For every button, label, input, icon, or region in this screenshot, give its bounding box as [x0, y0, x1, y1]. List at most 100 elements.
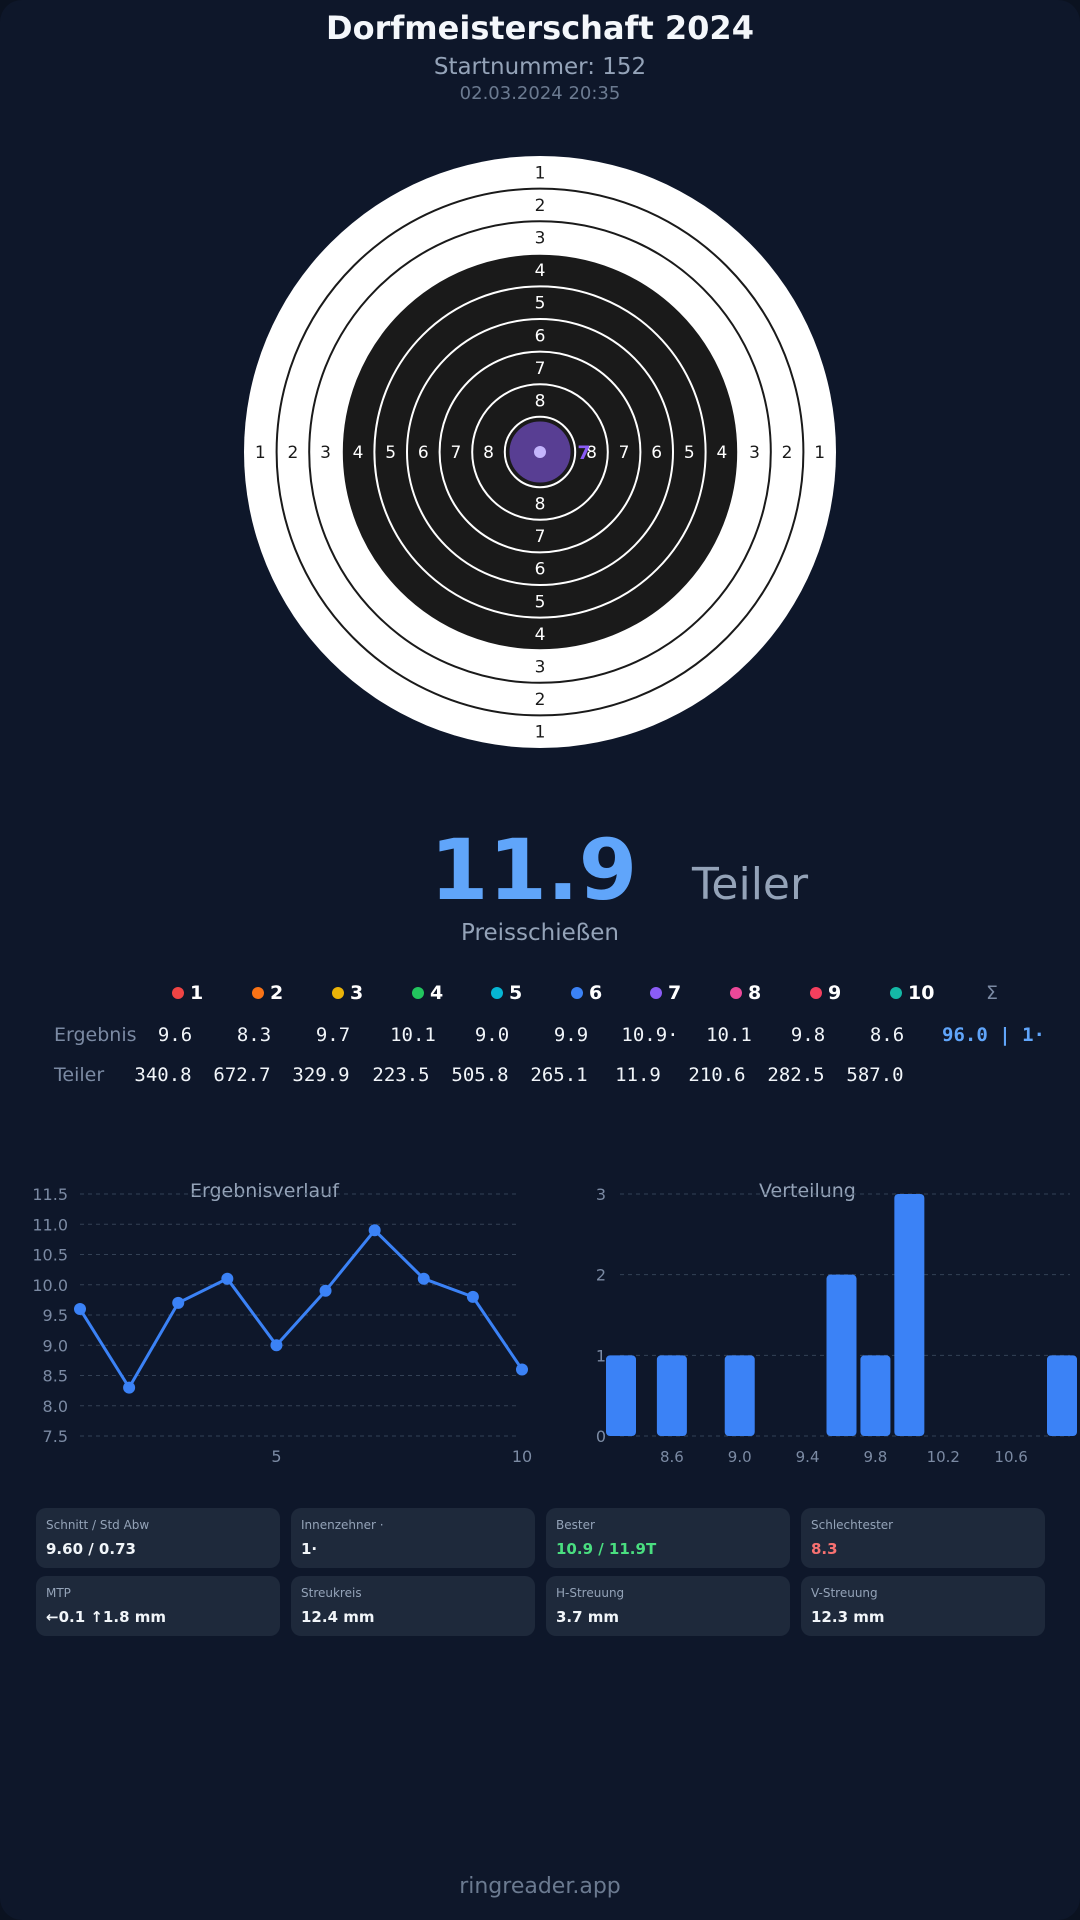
- target-ring: [503, 415, 577, 489]
- ring-label: 6: [651, 443, 662, 463]
- shot-number: 4: [430, 982, 444, 1004]
- ring-label: 3: [320, 443, 331, 463]
- y-tick-label: 11.0: [32, 1215, 68, 1234]
- stat-value: 10.9 / 11.9T: [556, 1540, 657, 1558]
- y-tick-label: 10.0: [32, 1276, 68, 1295]
- score-unit: Teiler: [692, 859, 809, 910]
- ring-label: 6: [535, 326, 546, 346]
- data-point: [417, 1272, 430, 1285]
- y-tick-label: 8.0: [43, 1397, 68, 1416]
- data-point: [221, 1272, 234, 1285]
- shot-teiler: 505.8: [451, 1064, 509, 1086]
- shot-number: 3: [350, 982, 364, 1004]
- shot-number: 2: [270, 982, 284, 1004]
- x-tick-label: 10.6: [994, 1448, 1027, 1466]
- stat-value: 1·: [301, 1540, 318, 1558]
- line-chart-svg: 7.5 8.0 8.5 9.0 9.5 10.0 10.5 11.0 11.5 5 10: [32, 1185, 532, 1466]
- y-tick-label: 3: [596, 1185, 606, 1204]
- ring-label: 4: [353, 443, 364, 463]
- ring-label: 7: [535, 359, 546, 379]
- shot-result: 9.9: [553, 1024, 589, 1046]
- timestamp: 02.03.2024 20:35: [459, 83, 621, 104]
- stat-card: V-Streuung 12.3 mm: [801, 1576, 1045, 1636]
- stat-label: Innenzehner ·: [301, 1518, 384, 1532]
- shot-teiler: 11.9: [615, 1064, 661, 1086]
- start-number: Startnummer: 152: [433, 54, 647, 80]
- row-label-teiler: Teiler: [54, 1064, 105, 1086]
- ring-label: 4: [716, 443, 727, 463]
- shot-number: 9: [828, 982, 842, 1004]
- footer-brand: ringreader.app: [459, 1874, 621, 1899]
- stat-card: Schlechtester 8.3: [801, 1508, 1045, 1568]
- shot-color-dot: [730, 987, 742, 999]
- histogram-bar: [1047, 1355, 1077, 1436]
- target-ring: [406, 318, 674, 586]
- ring-label: 1: [814, 443, 825, 463]
- shot-result: 9.6: [157, 1024, 193, 1046]
- shot-number: 1: [190, 982, 204, 1004]
- ring-label: 7: [450, 443, 461, 463]
- ring-label: 2: [535, 690, 546, 710]
- stat-card: MTP ←0.1 ↑1.8 mm: [36, 1576, 280, 1636]
- data-point: [74, 1302, 86, 1315]
- data-point: [516, 1363, 528, 1376]
- shot-header-2: 2: [252, 978, 283, 1008]
- target-ring: [438, 350, 642, 554]
- shot-number: 5: [509, 982, 523, 1004]
- data-point: [319, 1284, 332, 1297]
- shot-color-dot: [650, 987, 662, 999]
- ring-label: 8: [586, 443, 597, 463]
- shot-header-4: 4: [412, 978, 443, 1008]
- ring-label: 8: [535, 495, 546, 515]
- target-ring: [275, 187, 805, 717]
- shot-header-3: 3: [332, 978, 363, 1008]
- shot-header-10: 10: [890, 978, 934, 1008]
- shot-color-dot: [252, 987, 264, 999]
- shot-teiler: 265.1: [530, 1064, 588, 1086]
- shot-color-dot: [172, 987, 184, 999]
- shot-result: 8.3: [236, 1024, 272, 1046]
- x-tick-label: 10: [512, 1447, 532, 1466]
- ring-label: 4: [535, 625, 546, 645]
- histogram-bar: [656, 1355, 687, 1436]
- ring-label: 2: [287, 443, 298, 463]
- shot-result: 9.8: [790, 1024, 826, 1046]
- bar-chart-svg: 0 1 2 3 8.6 9.0 9.4 9.8 10.2 10.6: [596, 1185, 1077, 1466]
- data-point: [172, 1296, 185, 1309]
- ring-label: 5: [535, 592, 546, 612]
- ring-label: 6: [418, 443, 429, 463]
- stat-value: 12.4 mm: [301, 1608, 375, 1626]
- y-tick-label: 9.0: [43, 1336, 68, 1355]
- ring-label: 7: [619, 443, 630, 463]
- shot-teiler: 672.7: [213, 1064, 271, 1086]
- x-tick-label: 9.4: [796, 1448, 820, 1466]
- stat-value: 12.3 mm: [811, 1608, 885, 1626]
- score-subtitle: Preisschießen: [461, 920, 619, 946]
- stat-card: Schnitt / Std Abw 9.60 / 0.73: [36, 1508, 280, 1568]
- shot-number: 8: [748, 982, 762, 1004]
- stat-card: Streukreis 12.4 mm: [291, 1576, 535, 1636]
- shot-result: 10.1: [706, 1024, 752, 1046]
- ring-label: 3: [749, 443, 760, 463]
- shot-teiler: 340.8: [134, 1064, 192, 1086]
- x-tick-label: 9.0: [728, 1448, 752, 1466]
- y-tick-label: 0: [596, 1427, 606, 1446]
- y-tick-label: 1: [596, 1346, 606, 1365]
- line-series: [78, 1228, 524, 1391]
- line-chart-title: Ergebnisverlauf: [190, 1180, 339, 1202]
- shot-result: 9.7: [315, 1024, 351, 1046]
- line-chart: Ergebnisverlauf 7.5 8.0 8.5 9.0 9.5 10.0 10.5 1…: [0, 1180, 540, 1470]
- shot-color-dot: [332, 987, 344, 999]
- stat-label: MTP: [46, 1586, 71, 1600]
- shot-header-6: 6: [571, 978, 602, 1008]
- target-ring: [308, 220, 772, 684]
- stat-value: 3.7 mm: [556, 1608, 620, 1626]
- stat-card: Innenzehner · 1·: [291, 1508, 535, 1568]
- stat-label: Schlechtester: [811, 1518, 894, 1532]
- page-title: Dorfmeisterschaft 2024: [326, 9, 754, 47]
- ring-label: 3: [535, 658, 546, 678]
- shot-result: 9.0: [474, 1024, 510, 1046]
